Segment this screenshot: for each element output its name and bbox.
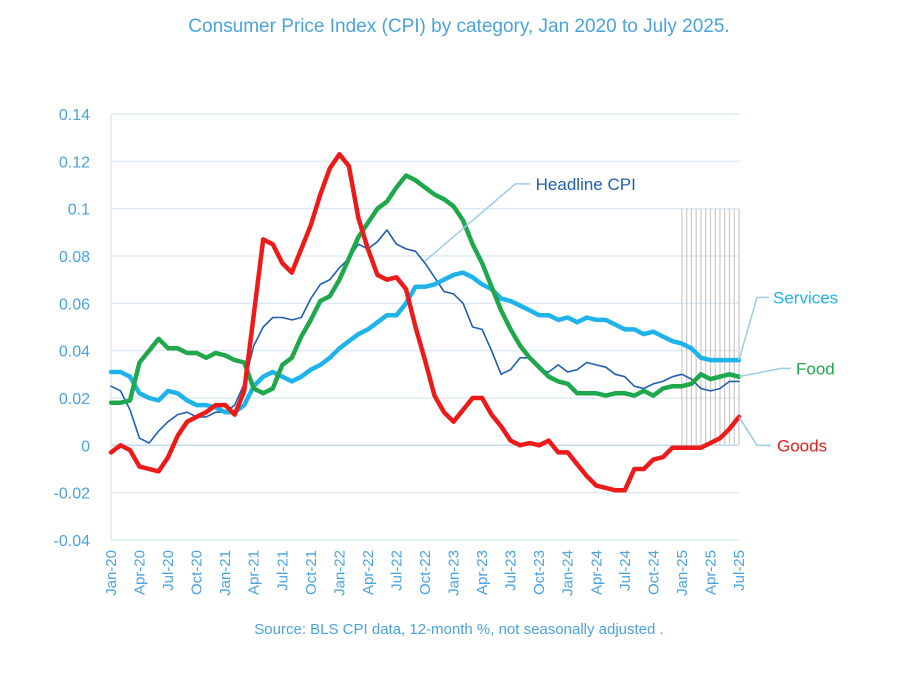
x-tick-label: Jul-20	[160, 550, 177, 591]
label-food: Food	[796, 359, 835, 378]
callout-line-services	[738, 296, 769, 361]
x-tick-label: Jul-24	[617, 550, 634, 591]
x-tick-label: Apr-21	[246, 550, 263, 595]
callout-line-food	[738, 367, 791, 378]
x-tick-label: Jan-25	[674, 550, 691, 596]
x-tick-label: Apr-22	[360, 550, 377, 595]
x-tick-label: Oct-24	[645, 550, 662, 595]
x-tick-label: Apr-25	[702, 550, 719, 595]
x-tick-label: Jul-25	[731, 550, 748, 591]
y-tick-label: 0.04	[59, 344, 90, 361]
series-line-food	[108, 173, 742, 405]
callout-line-headline	[424, 183, 530, 262]
source-note: Source: BLS CPI data, 12-month %, not se…	[254, 621, 664, 638]
callout-line-goods	[738, 416, 771, 447]
label-goods: Goods	[777, 436, 827, 455]
gridlines	[111, 113, 739, 541]
x-tick-label: Oct-22	[417, 550, 434, 595]
x-tick-label: Jul-23	[503, 550, 520, 591]
series-line-headline-cpi	[110, 229, 740, 444]
y-tick-label: 0.12	[59, 154, 90, 171]
y-tick-label: 0.08	[59, 249, 90, 266]
series-labels: Headline CPI Services Food Goods	[424, 175, 838, 455]
x-tick-label: Oct-21	[303, 550, 320, 595]
series-lines	[108, 151, 742, 493]
y-tick-label: 0.02	[59, 391, 90, 408]
x-tick-label: Apr-23	[474, 550, 491, 595]
x-tick-label: Jan-21	[217, 550, 234, 596]
x-tick-label: Jan-24	[560, 550, 577, 596]
x-tick-label: Jul-21	[274, 550, 291, 591]
forecast-shading	[681, 208, 740, 446]
axes: 0.14 0.12 0.1 0.08 0.06 0.04 0.02 0 -0.02 -0.04 Ja…	[54, 107, 748, 596]
x-tick-label: Oct-23	[531, 550, 548, 595]
series-line-goods	[108, 151, 742, 493]
x-tick-label: Jan-23	[446, 550, 463, 596]
x-tick-label: Apr-24	[588, 550, 605, 595]
x-tick-label: Jul-22	[388, 550, 405, 591]
x-tick-label: Jan-22	[331, 550, 348, 596]
y-tick-label: 0	[81, 438, 90, 455]
label-services: Services	[773, 288, 838, 307]
x-tick-label: Jan-20	[103, 550, 120, 596]
y-tick-label: -0.04	[54, 533, 91, 550]
y-tick-label: 0.14	[59, 107, 90, 124]
y-tick-label: -0.02	[54, 486, 91, 503]
label-headline-cpi: Headline CPI	[536, 175, 636, 194]
y-tick-label: 0.1	[68, 202, 90, 219]
chart-title: Consumer Price Index (CPI) by category, …	[188, 16, 730, 37]
x-tick-label: Oct-20	[189, 550, 206, 595]
y-tick-label: 0.06	[59, 296, 90, 313]
x-tick-label: Apr-20	[132, 550, 149, 595]
